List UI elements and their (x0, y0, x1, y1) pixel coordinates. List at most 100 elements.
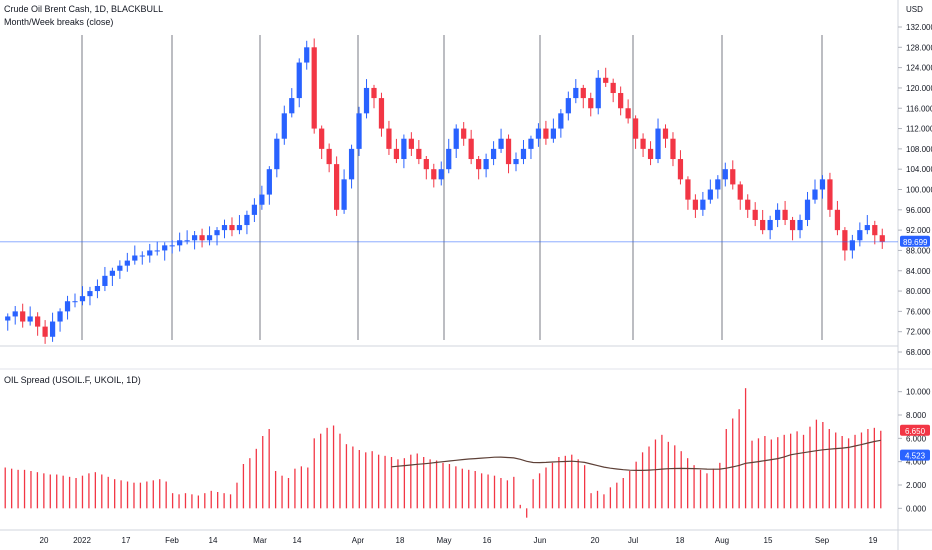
candle-body (453, 128, 459, 149)
spread-tick-label: 6.000 (906, 434, 927, 443)
candle-body (154, 250, 160, 252)
candle-body (834, 209, 841, 231)
candle-body (319, 128, 325, 149)
candle-body (857, 230, 863, 241)
spread-tick-label: 2.000 (906, 481, 927, 490)
candle-body (431, 169, 437, 180)
candle-body (214, 230, 220, 236)
price-tick-label: 124.000 (906, 64, 932, 73)
candle-body (259, 194, 265, 205)
time-tick-label: 14 (293, 536, 302, 545)
candle-body (169, 245, 175, 247)
candle-body (57, 311, 63, 322)
candle-body (573, 87, 579, 99)
candle-body (670, 138, 676, 160)
candle-body (64, 301, 71, 312)
candle-body (12, 311, 18, 317)
candle-body (5, 316, 11, 321)
candle-body (461, 128, 467, 139)
candle-body (588, 98, 594, 109)
candle-body (296, 62, 302, 99)
candle-body (603, 77, 609, 83)
candle-body (438, 169, 444, 180)
candle-body (565, 98, 571, 114)
price-tick-label: 104.000 (906, 165, 932, 174)
candle-body (42, 326, 48, 337)
time-tick-label: 17 (122, 536, 131, 545)
candle-body (416, 148, 422, 160)
candle-body (20, 311, 26, 322)
candle-body (348, 148, 355, 180)
time-tick-label: Apr (352, 536, 365, 545)
price-tick-label: 84.000 (906, 267, 931, 276)
candle-body (251, 204, 258, 215)
candle-body (760, 219, 766, 231)
candle-body (87, 291, 93, 297)
candle-body (872, 225, 878, 236)
candle-body (685, 179, 691, 200)
candle-body (184, 240, 190, 242)
candle-body (558, 113, 564, 129)
candle-body (498, 138, 504, 149)
spread-tick-label: 0.000 (906, 504, 927, 513)
time-tick-label: 2022 (73, 536, 91, 545)
candle-body (618, 93, 624, 109)
candle-body (177, 240, 183, 246)
candle-body (535, 128, 542, 139)
candle-body (229, 225, 235, 231)
time-tick-label: 20 (591, 536, 600, 545)
candle-body (782, 209, 788, 220)
candle-body (109, 270, 115, 276)
price-tick-label: 132.000 (906, 23, 932, 32)
candle-body (879, 235, 885, 242)
last-price-badge: 89.699 (900, 235, 930, 247)
price-tick-label: 128.000 (906, 43, 932, 52)
price-title: Crude Oil Brent Cash, 1D, BLACKBULL (4, 4, 163, 14)
candle-body (505, 138, 512, 165)
candle-body (715, 179, 721, 190)
spread-moving-average (391, 439, 881, 471)
time-tick-label: Feb (165, 536, 179, 545)
price-tick-label: 72.000 (906, 328, 931, 337)
time-tick-label: Jul (628, 536, 638, 545)
time-tick-label: 19 (869, 536, 878, 545)
candle-body (864, 225, 870, 231)
candle-body (819, 179, 826, 190)
candle-body (543, 128, 549, 139)
spread-tick-label: 8.000 (906, 411, 927, 420)
candle-body (625, 108, 631, 119)
time-tick-label: May (436, 536, 451, 545)
candle-body (797, 219, 803, 231)
spread-value-badge: 6.650 (900, 424, 930, 436)
candle-body (244, 214, 250, 226)
candle-body (49, 321, 56, 337)
price-tick-label: 88.000 (906, 246, 931, 255)
time-tick-label: Mar (253, 536, 267, 545)
time-tick-label: Sep (815, 536, 830, 545)
candle-body (35, 316, 41, 327)
candle-body (737, 184, 743, 200)
price-tick-label: 96.000 (906, 206, 931, 215)
spread-y-axis: 0.000 2.000 4.000 6.000 8.000 10.000 (898, 388, 931, 513)
candle-body (476, 159, 482, 170)
time-tick-label: 20 (40, 536, 49, 545)
svg-text:89.699: 89.699 (903, 238, 928, 247)
month-breaks (81, 35, 823, 340)
candle-body (281, 113, 287, 139)
time-axis: 20 2022 17 Feb 14 Mar 14 Apr 18 May 16 Jun 20 Jul 18 Au… (40, 536, 878, 545)
candle-body (550, 128, 556, 139)
price-tick-label: 92.000 (906, 226, 931, 235)
price-tick-label: 100.000 (906, 186, 932, 195)
spread-ma-badge: 4.523 (900, 449, 930, 461)
candle-body (483, 159, 489, 170)
price-tick-label: 80.000 (906, 287, 931, 296)
candle-body (647, 148, 654, 160)
price-tick-label: 120.000 (906, 84, 932, 93)
time-tick-label: 18 (676, 536, 685, 545)
candle-body (662, 128, 669, 139)
candle-body (730, 169, 736, 185)
candle-body (423, 159, 429, 170)
candle-body (326, 148, 332, 165)
candle-body (677, 159, 684, 180)
